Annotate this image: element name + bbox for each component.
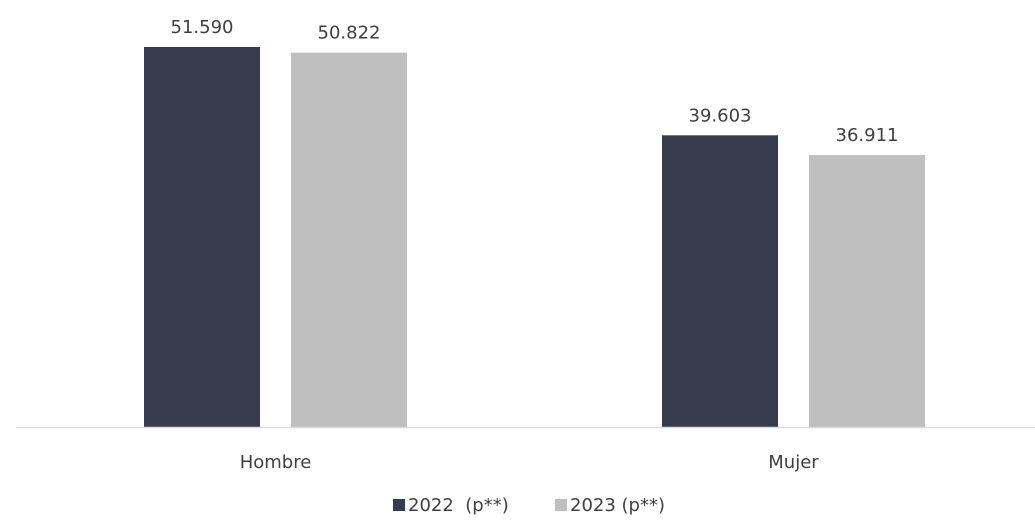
data-label-mujer-series-2: 36.911 bbox=[836, 125, 899, 146]
category-axis-labels: Hombre Mujer bbox=[240, 452, 820, 473]
bar-mujer-series-2 bbox=[809, 155, 925, 427]
bar-mujer-series-1 bbox=[662, 135, 778, 428]
data-label-hombre-series-1: 51.590 bbox=[171, 17, 234, 38]
bars-layer bbox=[144, 47, 925, 428]
legend-swatch-series-1 bbox=[393, 499, 405, 511]
data-label-mujer-series-1: 39.603 bbox=[689, 105, 752, 126]
bar-hombre-series-2 bbox=[291, 52, 407, 427]
data-label-hombre-series-2: 50.822 bbox=[318, 23, 381, 44]
data-labels-layer: 51.590 50.822 39.603 36.911 bbox=[171, 17, 899, 146]
legend-swatch-series-2 bbox=[555, 499, 567, 511]
category-label-hombre: Hombre bbox=[240, 452, 312, 473]
legend: 2022 (p**) 2023 (p**) bbox=[393, 495, 665, 516]
legend-label-series-2: 2023 (p**) bbox=[570, 495, 665, 516]
legend-label-series-1: 2022 (p**) bbox=[408, 495, 509, 516]
bar-hombre-series-1 bbox=[144, 47, 260, 427]
category-label-mujer: Mujer bbox=[768, 452, 819, 473]
